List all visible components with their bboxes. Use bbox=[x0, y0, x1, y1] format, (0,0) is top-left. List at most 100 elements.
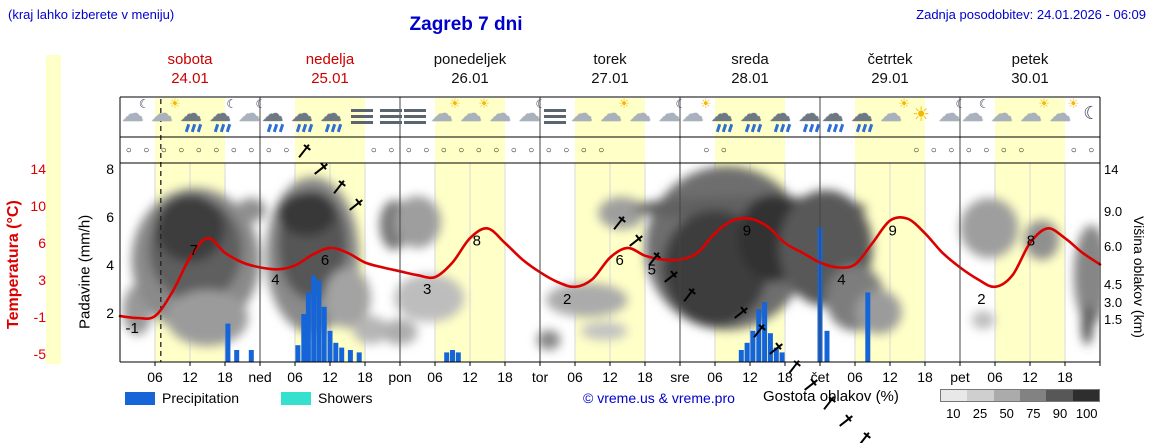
cloud-density-swatch bbox=[941, 390, 968, 401]
day-header-četrtek: četrtek 29.01 bbox=[820, 50, 960, 88]
svg-text:4: 4 bbox=[271, 271, 279, 288]
day-abbr-label: pet bbox=[950, 369, 970, 385]
time-tick-label: 18 bbox=[637, 369, 653, 385]
temp-tick: 14 bbox=[30, 161, 46, 177]
cloud-density-swatch bbox=[993, 390, 1020, 401]
time-tick-label: 18 bbox=[917, 369, 933, 385]
cloud-height-tick: 6.0 bbox=[1104, 239, 1123, 254]
time-tick-label: 06 bbox=[847, 369, 863, 385]
svg-text:-1: -1 bbox=[126, 320, 139, 337]
svg-text:3: 3 bbox=[423, 281, 431, 298]
day-header-ponedeljek: ponedeljek 26.01 bbox=[400, 50, 540, 88]
daylight-strip bbox=[46, 55, 61, 364]
precip-tick: 6 bbox=[106, 209, 114, 225]
time-tick-label: 18 bbox=[217, 369, 233, 385]
time-tick-label: 12 bbox=[882, 369, 898, 385]
time-tick-label: 18 bbox=[777, 369, 793, 385]
day-date: 24.01 bbox=[171, 70, 209, 87]
precip-tick: 2 bbox=[106, 305, 114, 321]
cloud-density-tick: 75 bbox=[1026, 406, 1041, 421]
temp-tick: -1 bbox=[33, 309, 46, 325]
time-tick-label: 12 bbox=[182, 369, 198, 385]
time-tick-label: 12 bbox=[1022, 369, 1038, 385]
day-abbr-label: tor bbox=[531, 369, 549, 385]
day-date: 29.01 bbox=[871, 70, 909, 87]
cloud-height-tick: 9.0 bbox=[1104, 204, 1123, 219]
cloud-height-tick: 14 bbox=[1104, 162, 1119, 177]
temp-tick: 3 bbox=[38, 272, 46, 288]
day-header-sreda: sreda 28.01 bbox=[680, 50, 820, 88]
precipitation-swatch bbox=[125, 392, 155, 405]
time-tick-label: 06 bbox=[707, 369, 723, 385]
credit-link[interactable]: © vreme.us & vreme.pro bbox=[583, 390, 735, 406]
day-date: 25.01 bbox=[311, 70, 349, 87]
cloud-density-tick: 10 bbox=[946, 406, 961, 421]
cloud-density-scale bbox=[940, 389, 1100, 402]
svg-text:4: 4 bbox=[837, 271, 845, 288]
day-name: nedelja bbox=[305, 51, 355, 68]
cloud-height-tick: 1.5 bbox=[1104, 312, 1123, 327]
day-abbr-label: čet bbox=[810, 369, 830, 385]
time-tick-label: 12 bbox=[462, 369, 478, 385]
cloud-height-tick: 3.0 bbox=[1104, 295, 1123, 310]
time-tick-label: 12 bbox=[602, 369, 618, 385]
cloud-density-swatch bbox=[1046, 390, 1073, 401]
time-tick-label: 06 bbox=[287, 369, 303, 385]
menu-hint: (kraj lahko izberete v meniju) bbox=[8, 7, 175, 22]
svg-text:9: 9 bbox=[889, 223, 897, 240]
day-name: torek bbox=[593, 51, 627, 68]
svg-text:5: 5 bbox=[648, 262, 656, 279]
showers-swatch bbox=[281, 392, 311, 405]
day-name: sobota bbox=[167, 51, 213, 68]
cloud-density-tick: 90 bbox=[1052, 406, 1068, 421]
cloud-density-label: Gostota oblakov (%) bbox=[763, 388, 899, 405]
day-abbr-label: pon bbox=[388, 369, 412, 385]
precipitation-legend-label: Precipitation bbox=[162, 390, 240, 406]
svg-text:9: 9 bbox=[743, 223, 751, 240]
svg-text:6: 6 bbox=[321, 252, 329, 269]
precip-tick: 8 bbox=[106, 161, 114, 177]
time-tick-label: 06 bbox=[427, 369, 443, 385]
day-name: četrtek bbox=[867, 51, 913, 68]
temp-tick: 6 bbox=[38, 235, 46, 251]
day-name: petek bbox=[1011, 51, 1049, 68]
cloud-density-swatch bbox=[1072, 390, 1099, 401]
svg-text:2: 2 bbox=[977, 291, 985, 308]
precip-tick: 4 bbox=[106, 257, 114, 273]
day-name: ponedeljek bbox=[433, 51, 507, 68]
day-date: 26.01 bbox=[451, 70, 489, 87]
svg-text:8: 8 bbox=[1027, 232, 1035, 249]
cloud-density-swatch bbox=[1019, 390, 1047, 401]
day-header-nedelja: nedelja 25.01 bbox=[260, 50, 400, 88]
svg-text:2: 2 bbox=[563, 291, 571, 308]
time-tick-label: 06 bbox=[147, 369, 163, 385]
svg-text:6: 6 bbox=[616, 252, 624, 269]
cloud-density-tick: 25 bbox=[972, 406, 988, 421]
day-header-sobota: sobota 24.01 bbox=[120, 50, 260, 88]
time-tick-label: 12 bbox=[742, 369, 758, 385]
day-date: 27.01 bbox=[591, 70, 629, 87]
temp-tick: 10 bbox=[30, 198, 46, 214]
time-tick-label: 18 bbox=[357, 369, 373, 385]
cloud-height-tick: 4.5 bbox=[1104, 277, 1123, 292]
time-tick-label: 12 bbox=[322, 369, 338, 385]
day-date: 28.01 bbox=[731, 70, 769, 87]
last-update: Zadnja posodobitev: 24.01.2026 - 06:09 bbox=[916, 7, 1146, 22]
cloud-density-tick: 50 bbox=[999, 406, 1014, 421]
time-tick-label: 06 bbox=[987, 369, 1003, 385]
day-date: 30.01 bbox=[1011, 70, 1049, 87]
time-tick-label: 18 bbox=[497, 369, 513, 385]
day-name: sreda bbox=[731, 51, 769, 68]
page-title: Zagreb 7 dni bbox=[409, 14, 523, 35]
day-abbr-label: sre bbox=[670, 369, 690, 385]
showers-legend-label: Showers bbox=[318, 390, 373, 406]
svg-text:7: 7 bbox=[190, 242, 198, 259]
cloud-density-swatch bbox=[967, 390, 994, 401]
time-tick-label: 06 bbox=[567, 369, 583, 385]
cloud-density-tick: 100 bbox=[1075, 406, 1098, 421]
time-tick-label: 18 bbox=[1057, 369, 1073, 385]
svg-text:8: 8 bbox=[473, 232, 481, 249]
temp-tick: -5 bbox=[33, 346, 46, 362]
